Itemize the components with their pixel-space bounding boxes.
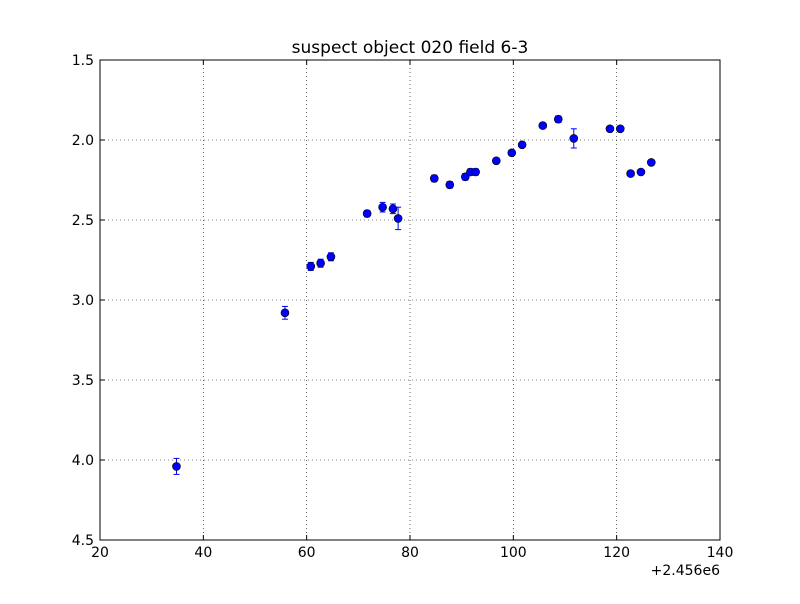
data-point [445,180,455,190]
data-point [507,148,517,158]
data-point [553,114,563,124]
data-point-group [326,252,336,262]
data-point-group [646,158,656,167]
data-point [636,167,646,177]
x-tick-label: 60 [298,545,316,561]
data-point [393,214,403,223]
data-point [316,258,325,268]
data-point-group [605,124,615,134]
data-point-group [471,167,480,177]
grid-lines [100,60,720,540]
data-point [362,209,372,218]
data-point [646,158,656,167]
data-point-group [538,121,548,130]
y-tick-label: 3.0 [72,293,94,309]
y-tick-label: 4.5 [72,533,94,549]
data-point [306,262,316,271]
data-point-group [429,174,439,183]
data-point [569,134,579,143]
data-point [280,308,290,318]
data-point [605,124,615,134]
data-series [172,114,656,475]
data-point-group [615,124,625,134]
data-point-group [553,114,563,124]
y-tick-label: 3.5 [72,373,94,389]
data-point [471,167,480,177]
data-point [378,202,387,212]
data-point-group [517,140,527,150]
x-axis-offset-label: +2.456e6 [651,563,720,579]
data-point-group [569,128,579,149]
x-tick-label: 140 [707,545,734,561]
y-tick-label: 2.0 [72,133,94,149]
data-point [388,204,398,214]
data-point-group [626,169,635,178]
data-point-group [362,209,372,218]
data-point [429,174,439,183]
data-point [326,252,336,262]
data-point-group [280,305,290,320]
data-point-group [507,148,517,158]
data-point-group [636,167,646,177]
x-tick-label: 100 [500,545,527,561]
data-point-group [388,203,398,215]
y-tick-label: 4.0 [72,453,94,469]
y-tick-label: 2.5 [72,213,94,229]
data-point [626,169,635,178]
y-tick-label: 1.5 [72,53,94,69]
data-point-group [316,258,325,268]
data-point-group [491,156,501,166]
data-point-group [445,180,455,190]
data-point [517,140,527,150]
data-point [538,121,548,130]
data-point-group [378,201,387,213]
data-point-group [393,206,403,231]
x-tick-label: 20 [91,545,109,561]
x-tick-label: 120 [603,545,630,561]
data-point [615,124,625,134]
data-point-group [306,261,316,271]
x-tick-label: 40 [194,545,212,561]
axis-ticks [99,59,721,541]
x-tick-label: 80 [401,545,419,561]
axis-tick-labels: 20 40 60 80 100 120 140 1.5 2.0 2.5 3.0 3.5 4.0 4.5 [72,53,734,561]
data-point [172,462,181,471]
data-point-group [172,457,181,475]
data-point [491,156,501,166]
chart-title: suspect object 020 field 6-3 [292,38,529,58]
